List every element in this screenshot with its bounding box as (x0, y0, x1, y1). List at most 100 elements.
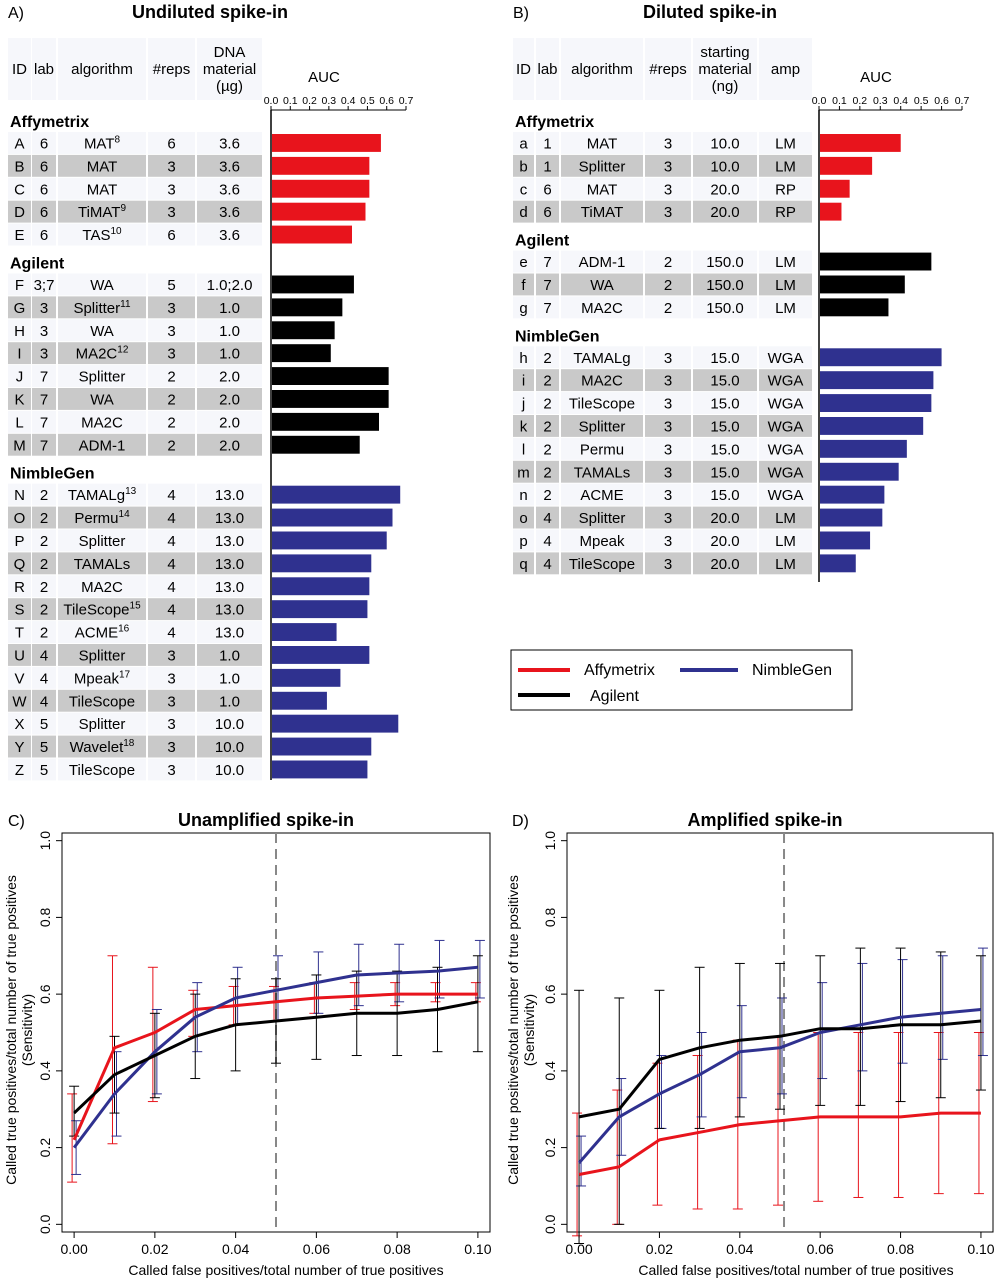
table-cell-bg (513, 437, 534, 460)
citation-superscript: 18 (123, 738, 135, 749)
table-cell-mat: 13.0 (215, 625, 244, 642)
table-cell-id: l (522, 441, 525, 458)
table-cell-bg (513, 132, 534, 154)
table-cell-bg (513, 552, 534, 575)
group-label: NimbleGen (515, 328, 599, 345)
table-cell-bg (58, 273, 146, 296)
table-cell-bg (536, 392, 559, 414)
table-cell-bg (8, 433, 31, 456)
auc-bar (272, 554, 372, 573)
table-cell-lab: 5 (40, 762, 48, 779)
auc-bar (272, 390, 389, 408)
table-cell-bg (536, 154, 559, 177)
table-cell-bg (32, 410, 56, 433)
table-cell-bg (561, 437, 643, 460)
table-cell-bg (148, 223, 195, 246)
table-cell-bg (645, 460, 691, 483)
table-cell-id: W (12, 693, 27, 710)
table-cell-lab: 3 (40, 323, 48, 340)
table-cell-id: b (519, 158, 527, 175)
table-cell-bg (645, 437, 691, 460)
panel-a-title: Undiluted spike-in (132, 2, 288, 22)
auc-tick-label: 0.3 (322, 95, 337, 107)
table-cell-amp: WGA (768, 487, 804, 504)
auc-bar (272, 485, 401, 504)
table-cell-bg (148, 552, 195, 575)
table-cell-bg (32, 483, 56, 506)
table-cell-alg: Splitter (579, 418, 626, 435)
series-line-affymetrix (578, 1111, 981, 1176)
table-cell-mat: 3.6 (219, 135, 240, 152)
table-cell-amp: WGA (768, 373, 804, 390)
series-line-affymetrix (72, 992, 478, 1141)
table-cell-bg (759, 392, 812, 414)
table-cell-reps: 3 (664, 135, 672, 152)
auc-bar (820, 179, 850, 198)
table-cell-id: X (14, 716, 24, 733)
table-cell-mat: 2.0 (219, 391, 240, 408)
table-cell-alg: Splitter (579, 158, 626, 175)
auc-bar (272, 367, 389, 385)
citation-superscript: 13 (125, 486, 137, 497)
panel-a-label: A) (8, 5, 24, 22)
table-cell-id: p (519, 533, 527, 550)
table-cell-alg: WA (90, 391, 114, 408)
table-cell-mat: 1.0 (219, 670, 240, 687)
table-cell-lab: 2 (40, 625, 48, 642)
x-tick-label: 0.02 (646, 1241, 673, 1257)
table-cell-mat: 13.0 (215, 510, 244, 527)
table-cell-bg (32, 342, 56, 365)
table-cell-reps: 2 (167, 414, 175, 431)
table-cell-bg (8, 483, 31, 506)
table-cell-bg (759, 415, 812, 437)
table-cell-mat: 1.0 (219, 346, 240, 363)
header-cell-bg (759, 38, 812, 100)
table-cell-bg (645, 392, 691, 414)
x-tick-label: 0.08 (887, 1241, 914, 1257)
x-tick-label: 0.00 (565, 1241, 592, 1257)
auc-bar (272, 508, 393, 527)
table-cell-bg (148, 319, 195, 342)
table-cell-lab: 5 (40, 716, 48, 733)
panel-d-title: Amplified spike-in (687, 810, 842, 830)
table-cell-reps: 6 (167, 227, 175, 244)
table-cell-reps: 3 (167, 158, 175, 175)
table-cell-bg (693, 132, 757, 154)
table-cell-mat: 13.0 (215, 602, 244, 619)
table-cell-bg (148, 483, 195, 506)
table-cell-amp: LM (775, 300, 796, 317)
table-cell-bg (197, 273, 262, 296)
table-cell-lab: 6 (40, 204, 48, 221)
table-cell-bg (197, 296, 262, 319)
table-cell-bg (148, 529, 195, 552)
table-cell-bg (693, 437, 757, 460)
table-cell-bg (197, 552, 262, 575)
column-header: #reps (153, 61, 191, 78)
table-cell-bg (8, 273, 31, 296)
table-cell-bg (197, 529, 262, 552)
table-cell-id: J (16, 369, 24, 386)
auc-bar (820, 134, 901, 152)
table-cell-alg: TileScope (569, 556, 635, 573)
table-cell-reps: 4 (167, 602, 175, 619)
column-header: (ng) (712, 78, 739, 95)
auc-bar (272, 344, 331, 363)
table-cell-id: q (519, 556, 527, 573)
table-cell-bg (645, 415, 691, 437)
table-cell-bg (561, 506, 643, 529)
table-cell-bg (759, 552, 812, 575)
table-cell-bg (32, 296, 56, 319)
table-cell-lab: 4 (40, 647, 48, 664)
table-cell-id: f (521, 277, 526, 294)
table-cell-bg (148, 689, 195, 712)
auc-bar (820, 252, 932, 271)
table-cell-reps: 3 (664, 487, 672, 504)
table-cell-bg (561, 250, 643, 273)
table-cell-bg (58, 621, 146, 643)
table-cell-bg (8, 712, 31, 735)
table-cell-bg (32, 223, 56, 246)
column-header: algorithm (71, 61, 133, 78)
table-cell-bg (197, 666, 262, 689)
citation-superscript: 14 (119, 509, 131, 520)
table-cell-reps: 2 (664, 300, 672, 317)
